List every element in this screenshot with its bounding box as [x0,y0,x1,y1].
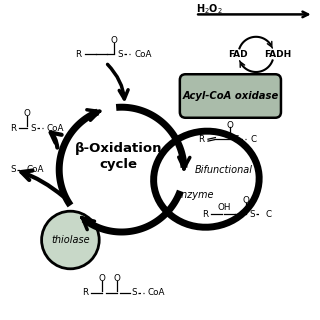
Text: CoA: CoA [27,165,44,174]
Text: CoA: CoA [147,288,165,297]
Text: O: O [243,196,250,205]
Text: C: C [266,210,272,219]
Text: Acyl-CoA oxidase: Acyl-CoA oxidase [182,91,278,101]
Text: R: R [75,50,82,59]
Text: thiolase: thiolase [51,235,90,245]
Text: R: R [198,135,205,144]
Text: S: S [233,135,239,144]
Text: S: S [10,165,16,174]
FancyBboxPatch shape [180,74,281,118]
Text: OH: OH [217,203,231,212]
Text: H$_2$O$_2$: H$_2$O$_2$ [196,2,223,16]
Text: Bifunctional: Bifunctional [195,164,253,175]
Text: S: S [249,210,255,219]
Text: O: O [99,274,106,283]
Circle shape [42,211,99,269]
Text: R: R [10,124,16,132]
Text: O: O [227,121,234,130]
Text: FAD: FAD [228,50,247,59]
Text: enzyme: enzyme [176,190,214,200]
Ellipse shape [154,131,259,227]
Text: R: R [82,288,88,297]
Text: FADH: FADH [264,50,292,59]
Text: β-Oxidation
cycle: β-Oxidation cycle [75,142,162,171]
Text: O: O [113,274,120,283]
Text: O: O [110,36,117,45]
Text: R: R [202,210,208,219]
Text: CoA: CoA [46,124,64,132]
Text: O: O [24,109,31,118]
Text: S: S [30,124,36,132]
Text: C: C [250,135,256,144]
Text: S: S [132,288,137,297]
Text: S: S [117,50,123,59]
Text: CoA: CoA [134,50,152,59]
